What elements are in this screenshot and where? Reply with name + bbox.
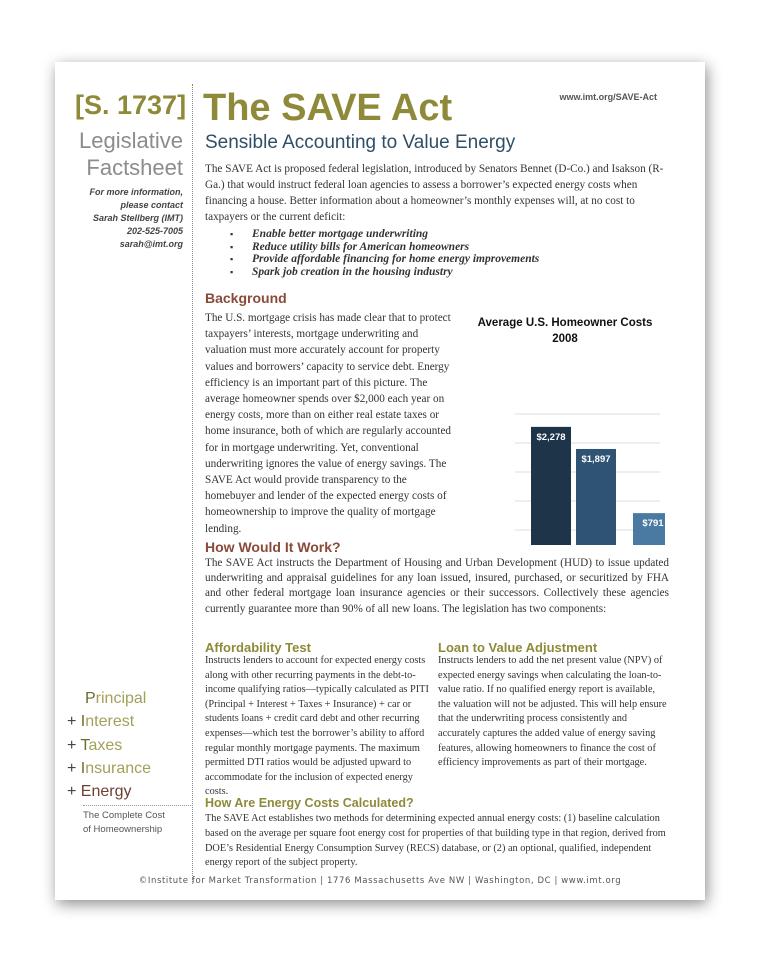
piti-word: rincipal: [95, 690, 147, 707]
list-item: Provide affordable financing for home en…: [205, 253, 675, 266]
plus-sign: [67, 690, 85, 707]
calc-paragraph: The SAVE Act establishes two methods for…: [205, 813, 666, 869]
contact-phone: 202-525-7005: [126, 226, 183, 236]
footer: ©Institute for Market Transformation | 1…: [138, 876, 622, 886]
intro-paragraph: The SAVE Act is proposed federal legisla…: [205, 163, 664, 223]
bar-0: [531, 426, 571, 545]
contact-email[interactable]: sarah@imt.org: [119, 239, 183, 249]
contact-info: For more information, please contact Sar…: [89, 186, 183, 251]
bar-1: [576, 448, 616, 545]
page-title: The SAVE Act: [203, 87, 453, 129]
plus-sign: +: [67, 783, 81, 801]
caption-line: of Homeownership: [83, 824, 163, 835]
background-heading: Background: [205, 290, 287, 306]
plus-sign: +: [67, 736, 81, 754]
ltv-paragraph: Instructs lenders to add the net present…: [438, 655, 667, 769]
piti-item: + Insurance: [67, 760, 151, 778]
bill-number: [S. 1737]: [75, 90, 187, 120]
homeowner-costs-chart: Average U.S. Homeowner Costs 2008 $2,278…: [478, 317, 665, 545]
list-item: Reduce utility bills for American homeow…: [205, 241, 675, 254]
piti-word: nterest: [85, 713, 135, 731]
piti-item: + Taxes: [67, 737, 122, 755]
column-divider: [192, 84, 193, 884]
bar-value-label: $1,897: [581, 454, 610, 465]
chart-title: Average U.S. Homeowner Costs: [478, 317, 653, 329]
piti-initial: P: [85, 690, 96, 707]
factsheet-label: Factsheet: [86, 155, 183, 180]
affordability-paragraph: Instructs lenders to account for expecte…: [205, 655, 429, 798]
piti-initial: I: [80, 713, 86, 731]
plus-sign: +: [67, 713, 81, 731]
plus-sign: +: [67, 759, 81, 777]
legislative-label: Legislative: [79, 128, 183, 153]
list-item: Spark job creation in the housing indust…: [205, 266, 675, 279]
list-item: Enable better mortgage underwriting: [205, 228, 675, 241]
piti-initial: T: [80, 736, 89, 754]
website-link[interactable]: www.imt.org/SAVE-Act: [559, 92, 657, 102]
contact-name: Sarah Stellberg (IMT): [92, 213, 183, 223]
piti-item: Principal: [67, 690, 146, 708]
bar-value-label: $791: [642, 518, 664, 529]
bar-value-label: $2,278: [536, 432, 565, 443]
caption-line: The Complete Cost: [83, 810, 165, 821]
how-heading: How Would It Work?: [205, 539, 341, 555]
background-paragraph: The U.S. mortgage crisis has made clear …: [205, 312, 452, 535]
piti-initial: I: [80, 759, 86, 777]
piti-rule: [83, 805, 193, 806]
calc-heading: How Are Energy Costs Calculated?: [205, 796, 414, 810]
page-subtitle: Sensible Accounting to Value Energy: [205, 132, 516, 153]
piti-item: + Interest: [67, 713, 134, 731]
affordability-heading: Affordability Test: [205, 640, 311, 655]
bar-2: [633, 513, 665, 545]
chart-subtitle: 2008: [552, 333, 578, 345]
contact-line: For more information,: [89, 187, 183, 197]
piti-item: + Energy: [67, 783, 132, 801]
piti-caption: The Complete Cost of Homeownership: [83, 809, 165, 837]
piti-word: axes: [88, 736, 123, 754]
ltv-heading: Loan to Value Adjustment: [438, 640, 598, 655]
piti-initial: Energy: [80, 783, 132, 801]
benefits-list: Enable better mortgage underwriting Redu…: [205, 228, 675, 278]
contact-line: please contact: [120, 200, 183, 210]
piti-word: nsurance: [85, 759, 152, 777]
how-paragraph: The SAVE Act instructs the Department of…: [205, 557, 669, 615]
factsheet-page: [S. 1737] Legislative Factsheet For more…: [55, 62, 705, 900]
